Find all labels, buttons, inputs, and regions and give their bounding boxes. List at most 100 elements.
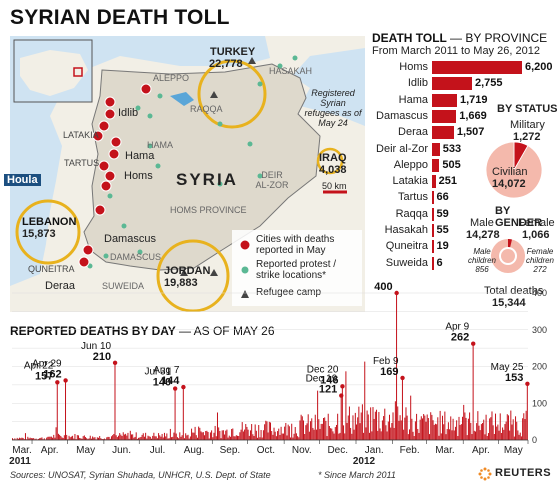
province-subtitle: From March 2011 to May 26, 2012 bbox=[372, 45, 540, 57]
day-bar bbox=[442, 415, 444, 440]
annotation-dot bbox=[55, 380, 60, 385]
day-bar bbox=[358, 406, 360, 440]
day-bar bbox=[499, 413, 501, 440]
annotation-date: Apr 29 bbox=[32, 358, 62, 369]
day-bar bbox=[218, 427, 220, 440]
day-bar bbox=[381, 420, 383, 440]
day-bar bbox=[205, 431, 207, 440]
day-bar bbox=[405, 407, 407, 440]
day-bar bbox=[121, 436, 123, 440]
month-label: Dec. bbox=[327, 445, 348, 456]
day-bar bbox=[393, 427, 395, 440]
day-bar bbox=[147, 435, 149, 440]
day-bar bbox=[421, 418, 423, 440]
day-bar bbox=[52, 437, 54, 440]
day-bar bbox=[493, 433, 495, 440]
day-bar bbox=[353, 429, 355, 440]
day-bar bbox=[446, 429, 448, 440]
daily-chart: 0 100 200 300 400 Mar. Apr. May Jun. Jul. Aug. Sep.… bbox=[9, 280, 547, 465]
day-bar bbox=[206, 430, 208, 440]
day-bar bbox=[437, 417, 439, 440]
day-bar bbox=[397, 406, 399, 440]
day-bar bbox=[160, 436, 162, 440]
day-bar bbox=[476, 423, 478, 440]
day-bar bbox=[403, 429, 405, 440]
day-bar bbox=[74, 433, 76, 440]
day-bar bbox=[33, 438, 35, 440]
day-bar bbox=[513, 436, 515, 440]
day-bar bbox=[23, 439, 25, 440]
day-bar bbox=[49, 436, 51, 440]
day-bar bbox=[98, 437, 100, 440]
province-bar bbox=[432, 93, 457, 107]
day-bar bbox=[212, 437, 214, 440]
day-bar bbox=[430, 412, 432, 440]
day-bar bbox=[479, 430, 481, 440]
day-bar bbox=[279, 435, 281, 440]
day-bar bbox=[93, 437, 95, 440]
day-bar bbox=[201, 432, 203, 440]
label-jordan: JORDAN bbox=[164, 265, 211, 277]
day-bar bbox=[175, 433, 177, 440]
day-bar bbox=[510, 410, 512, 440]
label-iraq: IRAQ bbox=[319, 152, 347, 164]
day-bar bbox=[224, 434, 226, 440]
day-bar bbox=[458, 416, 460, 440]
day-bar bbox=[450, 416, 452, 440]
day-bar bbox=[125, 433, 127, 440]
footer-sources: Sources: UNOSAT, Syrian Shuhada, UNHCR, … bbox=[10, 470, 271, 480]
scale-label: 50 km bbox=[322, 181, 347, 191]
annotation-value: 169 bbox=[380, 366, 398, 378]
day-bar bbox=[426, 414, 428, 440]
day-bar bbox=[108, 436, 110, 440]
day-bar bbox=[184, 438, 186, 440]
day-bar bbox=[299, 420, 301, 440]
day-bar bbox=[116, 437, 118, 440]
day-bar bbox=[419, 419, 421, 440]
month-label: May bbox=[504, 445, 523, 456]
annotation-value: 153 bbox=[505, 372, 523, 384]
day-bar bbox=[22, 437, 24, 440]
day-bar bbox=[318, 419, 320, 440]
day-bar bbox=[82, 436, 84, 440]
province-bar bbox=[432, 158, 440, 172]
syria-land bbox=[83, 63, 321, 271]
day-bar bbox=[173, 432, 175, 440]
day-bar bbox=[154, 436, 156, 440]
day-bar bbox=[347, 415, 349, 440]
day-bar bbox=[317, 390, 319, 440]
daily-heading-sub: — AS OF MAY 26 bbox=[178, 324, 275, 338]
day-bar bbox=[261, 437, 263, 440]
day-bar bbox=[168, 438, 170, 440]
day-bar bbox=[27, 436, 29, 440]
day-bar bbox=[237, 435, 239, 440]
day-bar bbox=[485, 414, 487, 440]
day-bar bbox=[504, 424, 506, 440]
day-bar bbox=[189, 436, 191, 440]
annotation-dot bbox=[63, 378, 68, 383]
day-bar bbox=[166, 433, 168, 440]
day-bar bbox=[305, 425, 307, 440]
day-bar bbox=[247, 429, 249, 440]
day-bar bbox=[525, 410, 527, 440]
day-bar bbox=[28, 438, 30, 440]
day-bar bbox=[432, 420, 434, 440]
day-bar bbox=[252, 434, 254, 440]
day-bar bbox=[271, 431, 273, 440]
day-bar bbox=[327, 413, 329, 440]
day-bar bbox=[470, 422, 472, 440]
day-bar bbox=[434, 423, 436, 440]
province-label: Aleppo bbox=[393, 158, 428, 171]
day-bar bbox=[278, 428, 280, 440]
day-bar bbox=[363, 432, 365, 440]
annotation-value: 144 bbox=[161, 375, 180, 387]
day-bar bbox=[102, 439, 104, 440]
day-bar bbox=[41, 437, 43, 440]
annotation-date: Dec 19 bbox=[306, 374, 338, 385]
footer-note: * Since March 2011 bbox=[318, 470, 396, 480]
day-bar bbox=[490, 417, 492, 440]
province-label: Quneitra bbox=[385, 240, 428, 253]
day-bar bbox=[65, 380, 67, 440]
day-bar bbox=[462, 416, 464, 440]
day-bar bbox=[267, 432, 269, 440]
